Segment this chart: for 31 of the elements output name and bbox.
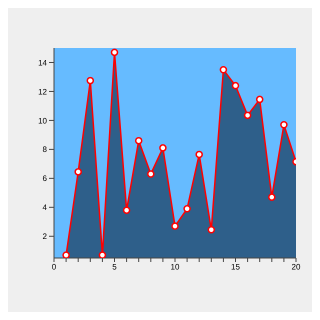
y-tick-label: 10 xyxy=(38,116,48,126)
point xyxy=(256,96,264,104)
point xyxy=(98,251,106,258)
point xyxy=(183,205,191,213)
point xyxy=(208,226,216,234)
point xyxy=(220,66,228,74)
point xyxy=(159,144,167,152)
y-tick-label: 6 xyxy=(42,174,48,184)
point xyxy=(268,193,276,201)
x-tick-label: 5 xyxy=(112,262,118,272)
point xyxy=(86,76,94,84)
x-tick-label: 20 xyxy=(292,262,301,272)
point xyxy=(110,48,118,56)
point xyxy=(195,150,203,158)
y-tick-label: 8 xyxy=(42,145,48,154)
point xyxy=(244,112,252,120)
point xyxy=(171,222,179,230)
point xyxy=(122,206,130,214)
point xyxy=(232,82,240,90)
point xyxy=(280,121,288,129)
x-tick-label: 0 xyxy=(52,262,57,272)
y-tick-label: 12 xyxy=(38,87,48,96)
point xyxy=(147,170,155,178)
x-tick-label: 10 xyxy=(170,262,180,272)
point xyxy=(74,168,82,176)
y-tick-label: 4 xyxy=(42,203,48,212)
point xyxy=(134,136,142,144)
y-tick-label: 2 xyxy=(42,232,48,242)
x-tick-label: 15 xyxy=(231,262,240,272)
point xyxy=(62,251,70,258)
y-tick-label: 14 xyxy=(38,58,48,68)
